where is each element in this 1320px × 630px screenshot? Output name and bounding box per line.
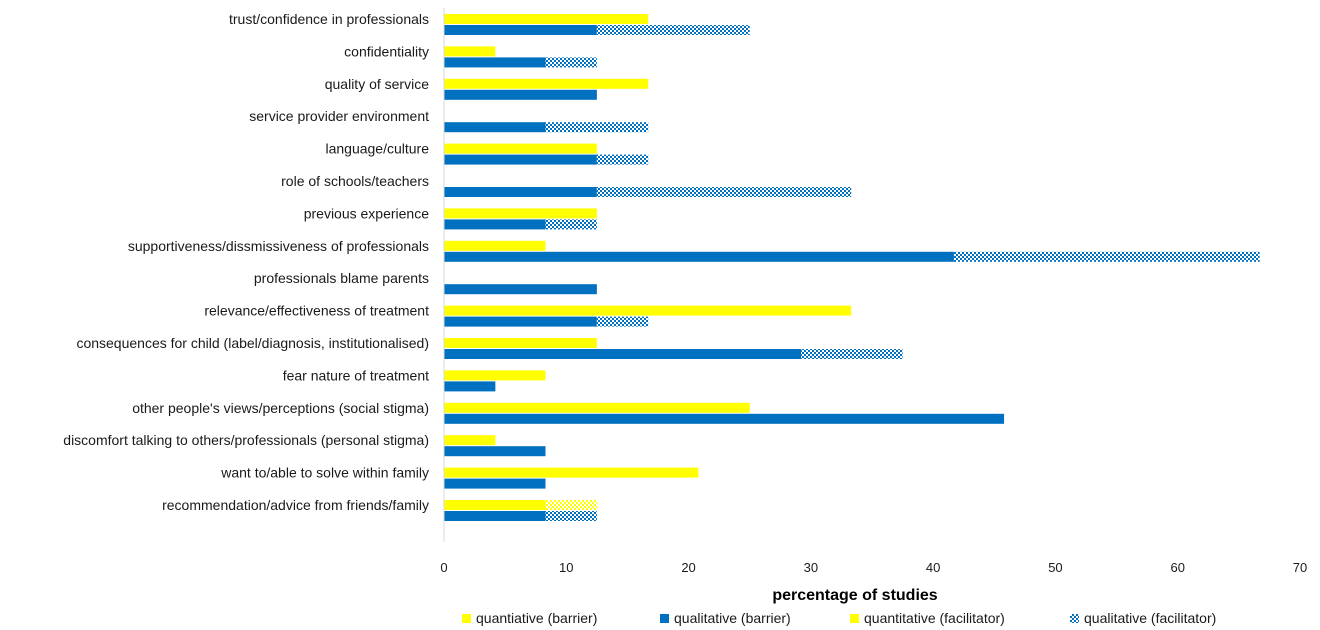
bar-qualitative-barrier	[444, 284, 597, 295]
bar-qualitative-facilitator	[596, 187, 852, 197]
x-tick-label: 70	[1293, 560, 1307, 575]
bar-qualitative-barrier	[444, 187, 597, 197]
category-label: fear nature of treatment	[283, 367, 429, 383]
category-label: professionals blame parents	[254, 270, 429, 286]
legend-swatch	[660, 614, 669, 623]
bar-qualitative-barrier	[444, 57, 546, 68]
legend-label: qualitative (barrier)	[674, 610, 791, 626]
x-tick-label: 20	[681, 560, 695, 575]
x-tick-label: 60	[1170, 560, 1184, 575]
category-label: other people's views/perceptions (social…	[132, 400, 429, 416]
bar-quantitative-barrier	[444, 208, 597, 219]
legend-label: quantitative (facilitator)	[864, 610, 1005, 626]
bar-quantitative-barrier	[444, 305, 852, 316]
bar-qualitative-barrier	[444, 25, 597, 35]
bar-quantitative-barrier	[444, 46, 496, 57]
bar-qualitative-barrier	[444, 89, 597, 100]
bar-qualitative-barrier	[444, 478, 546, 489]
bar-qualitative-barrier	[444, 122, 546, 133]
category-label: language/culture	[325, 141, 429, 157]
legend-label: qualitative (facilitator)	[1084, 610, 1216, 626]
bar-qualitative-facilitator	[545, 122, 649, 133]
bar-quantitative-barrier	[444, 78, 649, 89]
x-tick-label: 0	[440, 560, 447, 575]
bar-qualitative-barrier	[444, 413, 1005, 424]
legend-swatch	[850, 614, 859, 623]
bar-quantitative-barrier	[444, 143, 597, 154]
bar-qualitative-facilitator	[596, 154, 649, 165]
bar-qualitative-facilitator	[596, 25, 750, 35]
category-label: discomfort talking to others/professiona…	[63, 432, 429, 448]
x-axis-ticks: 0 10 20 30 40 50 60 70	[440, 560, 1307, 575]
bar-qualitative-facilitator	[545, 511, 597, 521]
bar-qualitative-barrier	[444, 251, 954, 262]
bar-quantitative-barrier	[444, 500, 546, 510]
bar-qualitative-barrier	[444, 381, 496, 392]
bar-quantitative-barrier	[444, 467, 699, 478]
bar-quantitative-barrier	[444, 240, 546, 251]
plot-area	[443, 8, 1260, 542]
legend-swatch	[1070, 614, 1079, 623]
category-label: confidentiality	[344, 43, 429, 59]
bar-qualitative-facilitator	[545, 57, 597, 68]
bar-qualitative-facilitator	[953, 251, 1260, 262]
category-label: relevance/effectiveness of treatment	[204, 303, 429, 319]
category-label: consequences for child (label/diagnosis,…	[76, 335, 429, 351]
bar-quantitative-barrier	[444, 402, 750, 413]
bar-quantitative-barrier	[444, 435, 496, 446]
bar-qualitative-facilitator	[596, 316, 649, 327]
category-labels: trust/confidence in professionals confide…	[63, 11, 429, 513]
bar-quantitative-barrier	[444, 370, 546, 381]
category-label: supportiveness/dissmissiveness of profes…	[128, 238, 429, 254]
bar-quantitative-barrier	[444, 338, 597, 348]
bar-qualitative-barrier	[444, 219, 546, 230]
legend: quantiative (barrier) qualitative (barrie…	[462, 610, 1216, 626]
bar-qualitative-barrier	[444, 154, 597, 165]
bar-qualitative-barrier	[444, 446, 546, 457]
category-label: service provider environment	[249, 108, 429, 124]
legend-label: quantiative (barrier)	[476, 610, 597, 626]
category-label: want to/able to solve within family	[220, 465, 429, 481]
category-label: recommendation/advice from friends/famil…	[162, 497, 429, 513]
bar-quantitative-barrier	[444, 14, 649, 24]
bar-qualitative-barrier	[444, 316, 597, 327]
category-label: previous experience	[304, 205, 430, 221]
bar-qualitative-facilitator	[801, 349, 903, 359]
category-label: role of schools/teachers	[281, 173, 429, 189]
x-tick-label: 10	[559, 560, 573, 575]
bar-qualitative-barrier	[444, 349, 802, 359]
category-label: trust/confidence in professionals	[229, 11, 429, 27]
x-tick-label: 30	[804, 560, 818, 575]
category-label: quality of service	[325, 76, 429, 92]
bar-qualitative-facilitator	[545, 219, 597, 230]
bar-qualitative-barrier	[444, 511, 546, 521]
x-tick-label: 50	[1048, 560, 1062, 575]
legend-swatch	[462, 614, 471, 623]
bar-quantitative-facilitator	[545, 500, 597, 510]
x-tick-label: 40	[926, 560, 940, 575]
x-axis-title: percentage of studies	[772, 587, 937, 604]
